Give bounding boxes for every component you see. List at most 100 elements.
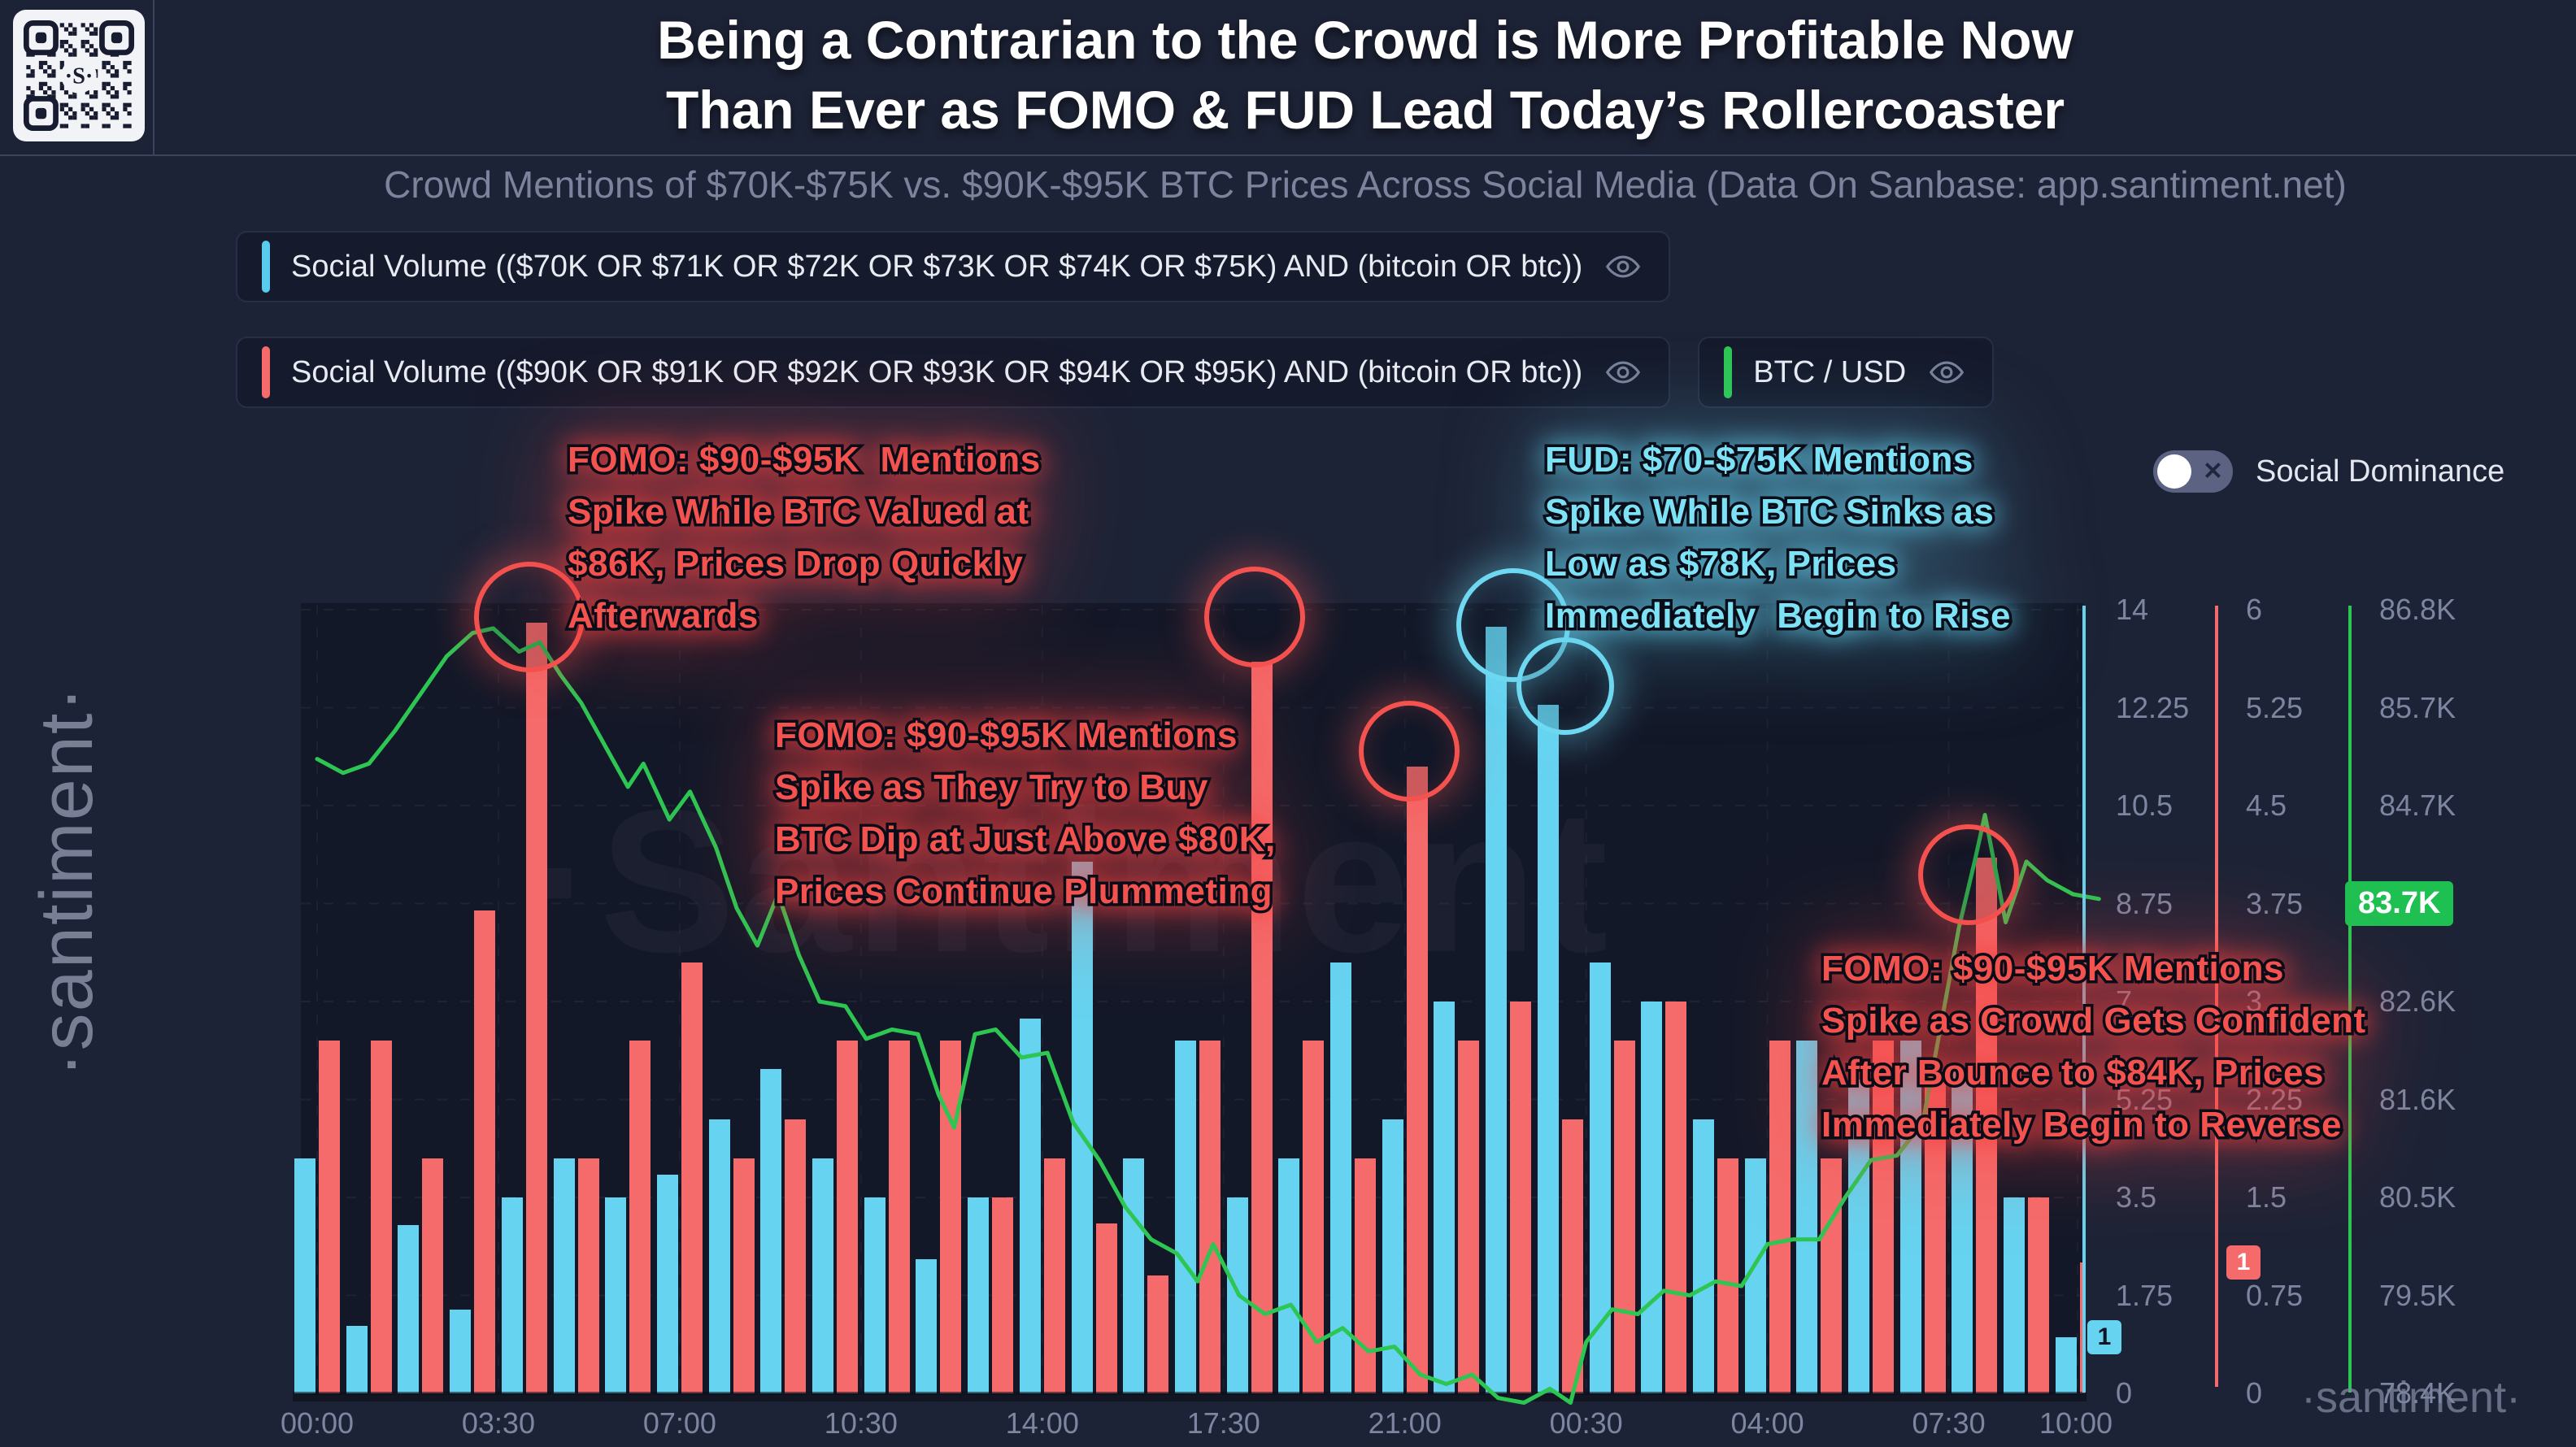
annotation-fud-78k: FUD: $70-$75K Mentions Spike While BTC S… [1543,437,2013,639]
bar-red-0 [319,1041,340,1393]
bar-cyan-12 [916,1258,938,1393]
price-axis-tick-78.4K: 78.4K [2379,1376,2456,1410]
price-axis-tick-86.8K: 86.8K [2379,593,2456,626]
bar-red-27 [1717,1158,1738,1393]
bar-red-2 [422,1158,444,1393]
time-tick-00:30: 00:30 [1549,1406,1623,1440]
bar-red-14 [1043,1158,1065,1393]
time-tick-10:00: 10:00 [2039,1406,2113,1440]
bar-cyan-7 [656,1175,678,1393]
legend-label: BTC / USD [1753,354,1907,389]
bar-red-9 [785,1119,807,1393]
bar-red-32 [1976,858,1998,1393]
cyan-axis-tick-0: 0 [2116,1376,2133,1410]
cyan-axis-tick-14: 14 [2116,593,2149,626]
bar-cyan-27 [1692,1119,1714,1393]
social-dominance-label: Social Dominance [2256,454,2505,489]
annotation-fomo-86k: FOMO: $90-$95K Mentions Spike While BTC … [565,437,1043,639]
bar-red-33 [2028,1197,2050,1393]
cyan-accent-bar [262,241,270,293]
highlight-circle-4 [1516,637,1614,735]
bar-cyan-34 [2055,1337,2077,1393]
bar-red-26 [1665,1002,1687,1393]
bar-cyan-11 [864,1197,886,1393]
bar-red-21 [1406,766,1428,1393]
bar-cyan-20 [1330,962,1351,1393]
bar-red-29 [1821,1158,1843,1393]
bar-red-1 [370,1041,392,1393]
bar-cyan-2 [398,1225,420,1393]
social-dominance-row: ✕ Social Dominance [2153,450,2504,493]
bar-cyan-0 [294,1158,315,1393]
bar-cyan-19 [1278,1158,1300,1393]
time-tick-21:00: 21:00 [1368,1406,1442,1440]
cyan-axis-tick-1.75: 1.75 [2116,1278,2174,1312]
bar-red-3 [474,910,496,1393]
red-accent-bar [262,346,270,398]
social-dominance-toggle[interactable]: ✕ [2153,450,2233,493]
time-tick-14:00: 14:00 [1005,1406,1079,1440]
x-axis-baseline [293,1392,2086,1401]
price-current-badge: 83.7K [2345,880,2454,926]
bar-red-31 [1924,1080,1946,1393]
bar-cyan-13 [968,1197,990,1393]
bar-red-12 [940,1041,962,1393]
bar-cyan-1 [346,1326,368,1393]
highlight-circle-0 [474,562,585,672]
bar-red-10 [837,1041,858,1393]
bar-cyan-25 [1589,962,1611,1393]
legend-social-volume-70-75[interactable]: Social Volume (($70K OR $71K OR $72K OR … [236,231,1671,302]
bar-red-24 [1561,1119,1583,1393]
red-axis-tick-0.75: 0.75 [2246,1278,2304,1312]
bar-red-20 [1355,1158,1376,1393]
time-tick-04:00: 04:00 [1730,1406,1804,1440]
page-title-line1: Being a Contrarian to the Crowd is More … [657,10,2073,70]
bar-cyan-31 [1899,1041,1921,1393]
bar-red-18 [1251,662,1273,1393]
red-axis-tick-6: 6 [2246,593,2263,626]
legend-social-volume-90-95[interactable]: Social Volume (($90K OR $91K OR $92K OR … [236,337,1671,408]
bar-red-22 [1458,1041,1480,1393]
page-subtitle: Crowd Mentions of $70K-$75K vs. $90K-$95… [384,163,2347,206]
eye-icon[interactable] [1929,354,1965,390]
highlight-circle-2 [1359,701,1460,802]
bar-red-6 [629,1041,651,1393]
time-tick-17:30: 17:30 [1186,1406,1260,1440]
legend-btc-usd[interactable]: BTC / USD [1698,337,1995,408]
center-watermark: ·Santiment [529,767,1612,994]
price-axis-tick-82.6K: 82.6K [2379,984,2456,1018]
bar-red-5 [577,1158,599,1393]
bar-cyan-5 [553,1158,575,1393]
time-tick-07:30: 07:30 [1912,1406,1986,1440]
header-vertical-divider [153,0,154,154]
bar-red-25 [1613,1041,1635,1393]
price-axis-tick-85.7K: 85.7K [2379,690,2456,724]
legend-label: Social Volume (($90K OR $91K OR $92K OR … [291,354,1583,389]
bar-red-28 [1769,1041,1791,1393]
bar-cyan-24 [1537,705,1559,1393]
bar-cyan-9 [760,1068,782,1393]
highlight-circle-1 [1204,567,1305,667]
header-horizontal-divider [0,154,2576,156]
qr-code: ·S· [13,10,145,141]
bottom-right-watermark: ·santiment· [2301,1373,2522,1422]
cyan-axis-tick-10.5: 10.5 [2116,789,2174,822]
eye-icon[interactable] [1605,249,1641,285]
price-axis-tick-84.7K: 84.7K [2379,789,2456,822]
red-axis-tick-0: 0 [2246,1376,2263,1410]
bar-red-30 [1873,1041,1894,1393]
legend-label: Social Volume (($70K OR $71K OR $72K OR … [291,249,1583,284]
red-axis-tick-4.5: 4.5 [2246,789,2287,822]
time-tick-00:00: 00:00 [280,1406,355,1440]
cyan-current-badge: 1 [2087,1320,2121,1355]
bar-red-8 [733,1158,755,1393]
red-axis-tick-1.5: 1.5 [2246,1180,2287,1214]
bar-cyan-3 [450,1309,472,1393]
highlight-circle-5 [1918,824,2019,925]
annotation-fomo-84k: FOMO: $90-$95K Mentions Spike as Crowd G… [1819,946,2369,1148]
price-axis-tick-80.5K: 80.5K [2379,1180,2456,1214]
eye-icon[interactable] [1605,354,1641,390]
bar-cyan-6 [605,1197,627,1393]
bar-cyan-8 [708,1119,730,1393]
